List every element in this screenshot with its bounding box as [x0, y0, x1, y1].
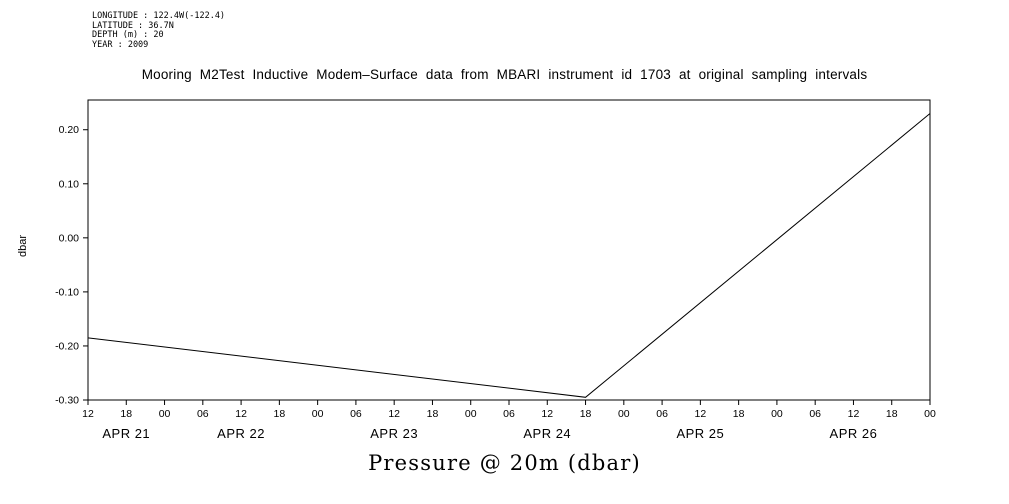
metadata-longitude: LONGITUDE : 122.4W(-122.4) — [92, 11, 226, 21]
x-tick-label: 18 — [733, 408, 745, 420]
x-tick-label: 06 — [809, 408, 821, 420]
x-tick-label: 12 — [82, 408, 94, 420]
y-tick-label: -0.30 — [55, 395, 79, 407]
metadata-block: LONGITUDE : 122.4W(-122.4) LATITUDE : 36… — [92, 11, 226, 50]
chart-title: Mooring M2Test Inductive Modem–Surface d… — [141, 67, 868, 82]
x-tick-label: 12 — [695, 408, 707, 420]
x-tick-label: 12 — [541, 408, 553, 420]
x-tick-label: 06 — [350, 408, 362, 420]
metadata-latitude: LATITUDE : 36.7N — [92, 20, 174, 31]
x-tick-label: 06 — [503, 408, 515, 420]
x-tick-label: 00 — [159, 408, 171, 420]
x-tick-label: 18 — [580, 408, 592, 420]
x-tick-label: 18 — [120, 408, 132, 420]
x-date-label: APR 21 — [102, 426, 150, 441]
y-tick-label: 0.10 — [59, 178, 80, 190]
metadata-depth: DEPTH (m) : 20 — [92, 30, 164, 40]
x-tick-label: 18 — [427, 408, 439, 420]
y-tick-label: 0.00 — [59, 232, 80, 244]
x-tick-label: 00 — [924, 408, 936, 420]
x-tick-label: 00 — [771, 408, 783, 420]
x-tick-label: 12 — [235, 408, 247, 420]
x-tick-label: 18 — [886, 408, 898, 420]
x-tick-label: 06 — [197, 408, 209, 420]
x-tick-label: 06 — [656, 408, 668, 420]
x-date-label: APR 23 — [370, 426, 418, 441]
x-date-label: APR 24 — [523, 426, 571, 441]
y-tick-label: -0.20 — [55, 340, 79, 352]
x-tick-label: 12 — [848, 408, 860, 420]
x-tick-label: 00 — [465, 408, 477, 420]
x-date-label: APR 26 — [830, 426, 878, 441]
x-tick-label: 12 — [388, 408, 400, 420]
x-date-label: APR 22 — [217, 426, 265, 441]
x-tick-label: 18 — [274, 408, 286, 420]
plot-frame — [87, 99, 931, 401]
metadata-year: YEAR : 2009 — [92, 39, 149, 50]
x-tick-label: 00 — [312, 408, 324, 420]
y-tick-label: 0.20 — [59, 124, 80, 136]
y-tick-label: -0.10 — [55, 286, 79, 298]
x-tick-label: 00 — [618, 408, 630, 420]
x-date-label: APR 25 — [676, 426, 724, 441]
chart-caption: Pressure @ 20m (dbar) — [368, 451, 641, 475]
data-line-pressure — [87, 113, 931, 398]
